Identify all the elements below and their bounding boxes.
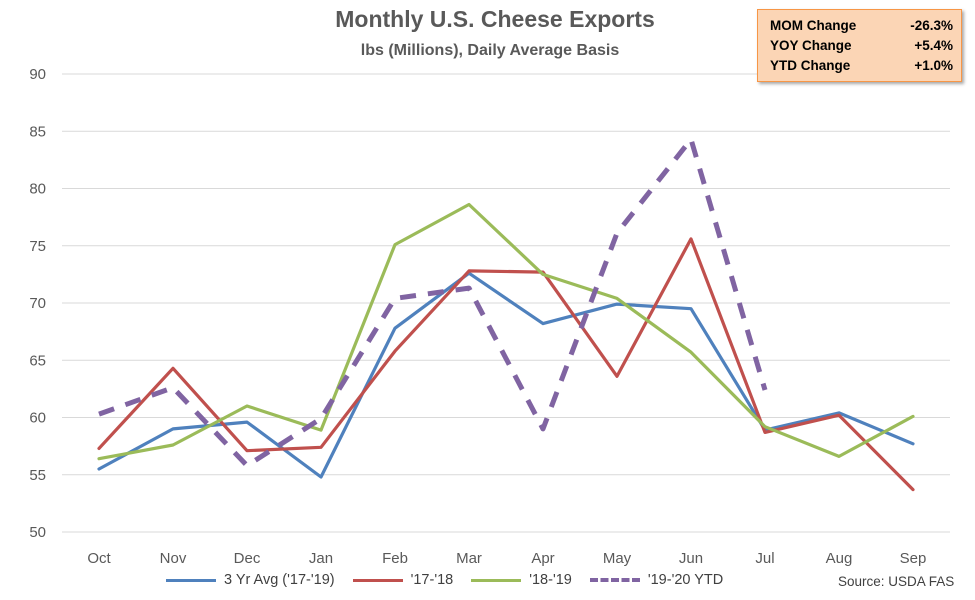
stat-value: +5.4% <box>914 38 953 53</box>
x-tick-label: Aug <box>826 550 853 567</box>
chart-legend: 3 Yr Avg ('17-'19) '17-'18 '18-'19 '19-'… <box>166 572 741 588</box>
stat-value: -26.3% <box>910 18 953 33</box>
x-tick-label: Sep <box>900 550 927 567</box>
stat-row-mom: MOM Change -26.3% <box>770 16 953 36</box>
legend-swatch <box>352 578 403 582</box>
y-tick-label: 50 <box>29 524 46 541</box>
series-line-2 <box>97 202 915 461</box>
y-tick-label: 90 <box>29 66 46 83</box>
change-stats-box: MOM Change -26.3% YOY Change +5.4% YTD C… <box>757 9 962 82</box>
chart-title: Monthly U.S. Cheese Exports <box>335 6 655 32</box>
stat-label: YTD Change <box>770 58 851 73</box>
series-line-1 <box>97 237 915 492</box>
x-tick-label: Oct <box>87 550 111 567</box>
legend-item: '17-'18 <box>352 572 454 588</box>
legend-item: '18-'19 <box>471 572 572 588</box>
legend-label: '17-'18 <box>410 572 454 588</box>
y-tick-label: 60 <box>29 410 46 427</box>
legend-swatch <box>166 578 216 582</box>
y-tick-label: 80 <box>29 181 46 198</box>
legend-label: '19-'20 YTD <box>647 572 724 588</box>
y-tick-label: 75 <box>29 238 46 255</box>
legend-swatch <box>471 578 522 582</box>
x-tick-label: May <box>603 550 632 567</box>
x-tick-label: Jun <box>679 550 703 567</box>
x-tick-label: Jul <box>755 550 774 567</box>
y-tick-label: 85 <box>29 123 46 140</box>
x-tick-label: Apr <box>531 550 554 567</box>
x-tick-label: Jan <box>309 550 333 567</box>
x-tick-label: Dec <box>234 550 261 567</box>
source-note: Source: USDA FAS <box>838 574 955 589</box>
series-line-3 <box>98 136 768 469</box>
y-tick-label: 65 <box>29 352 46 369</box>
series-line-0 <box>97 271 915 479</box>
x-tick-label: Mar <box>456 550 482 567</box>
x-tick-label: Nov <box>160 550 187 567</box>
stat-label: YOY Change <box>770 38 852 53</box>
legend-item: 3 Yr Avg ('17-'19) <box>166 572 335 588</box>
y-tick-label: 70 <box>29 295 46 312</box>
stat-row-yoy: YOY Change +5.4% <box>770 36 953 56</box>
legend-label: '18-'19 <box>529 572 572 588</box>
stat-label: MOM Change <box>770 18 857 33</box>
stat-value: +1.0% <box>914 58 953 73</box>
y-tick-label: 55 <box>29 467 46 484</box>
legend-swatch <box>589 578 640 582</box>
chart-subtitle: lbs (Millions), Daily Average Basis <box>360 42 620 59</box>
legend-item: '19-'20 YTD <box>589 572 724 588</box>
stat-row-ytd: YTD Change +1.0% <box>770 56 953 76</box>
legend-label: 3 Yr Avg ('17-'19) <box>224 572 335 588</box>
x-tick-label: Feb <box>382 550 408 567</box>
